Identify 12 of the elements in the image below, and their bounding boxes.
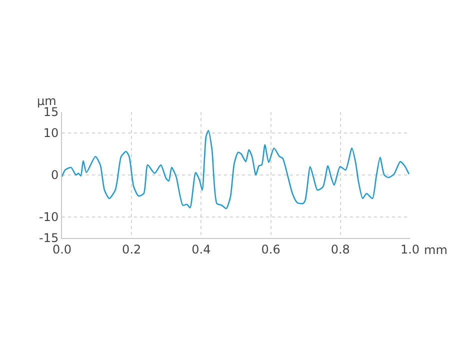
- y-tick-label: 15: [43, 105, 59, 120]
- x-tick-label: 0.4: [192, 242, 211, 256]
- y-axis-title: µm: [37, 94, 56, 108]
- x-tick-label: 1.0: [400, 242, 420, 256]
- x-tick-label: 0.6: [261, 242, 280, 256]
- x-tick-label: 0.2: [122, 242, 142, 256]
- x-tick-label: 0.8: [330, 242, 350, 256]
- y-tick-label: 0: [50, 168, 59, 182]
- line-series: [62, 130, 410, 210]
- y-tick-label: -10: [38, 210, 59, 224]
- y-tick-label: 10: [43, 126, 59, 140]
- x-axis-title: mm: [424, 243, 448, 257]
